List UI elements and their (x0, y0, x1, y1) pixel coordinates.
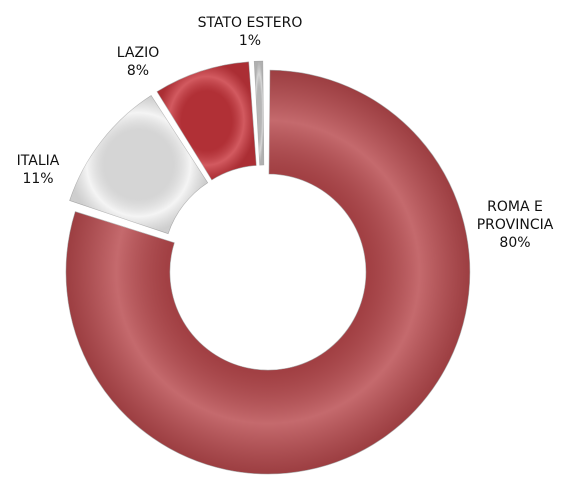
slice-shade (156, 61, 257, 180)
value-label: 8% (126, 63, 150, 79)
slice-label: LAZIO 8% (117, 44, 159, 80)
value-label: 1% (238, 33, 262, 49)
slice-shade (65, 70, 470, 475)
category-label: ROMA E PROVINCIA (476, 199, 554, 233)
value-label: 11% (22, 171, 54, 187)
category-label: STATO ESTERO (197, 15, 303, 31)
slice-shade (254, 61, 264, 166)
value-label: 80% (499, 235, 531, 251)
category-label: ITALIA (16, 153, 60, 169)
slice-label: STATO ESTERO 1% (198, 14, 303, 50)
slice-label: ITALIA 11% (17, 152, 60, 188)
category-label: LAZIO (116, 45, 160, 61)
slice-shade (69, 95, 208, 234)
slice-label: ROMA E PROVINCIA 80% (477, 198, 554, 252)
